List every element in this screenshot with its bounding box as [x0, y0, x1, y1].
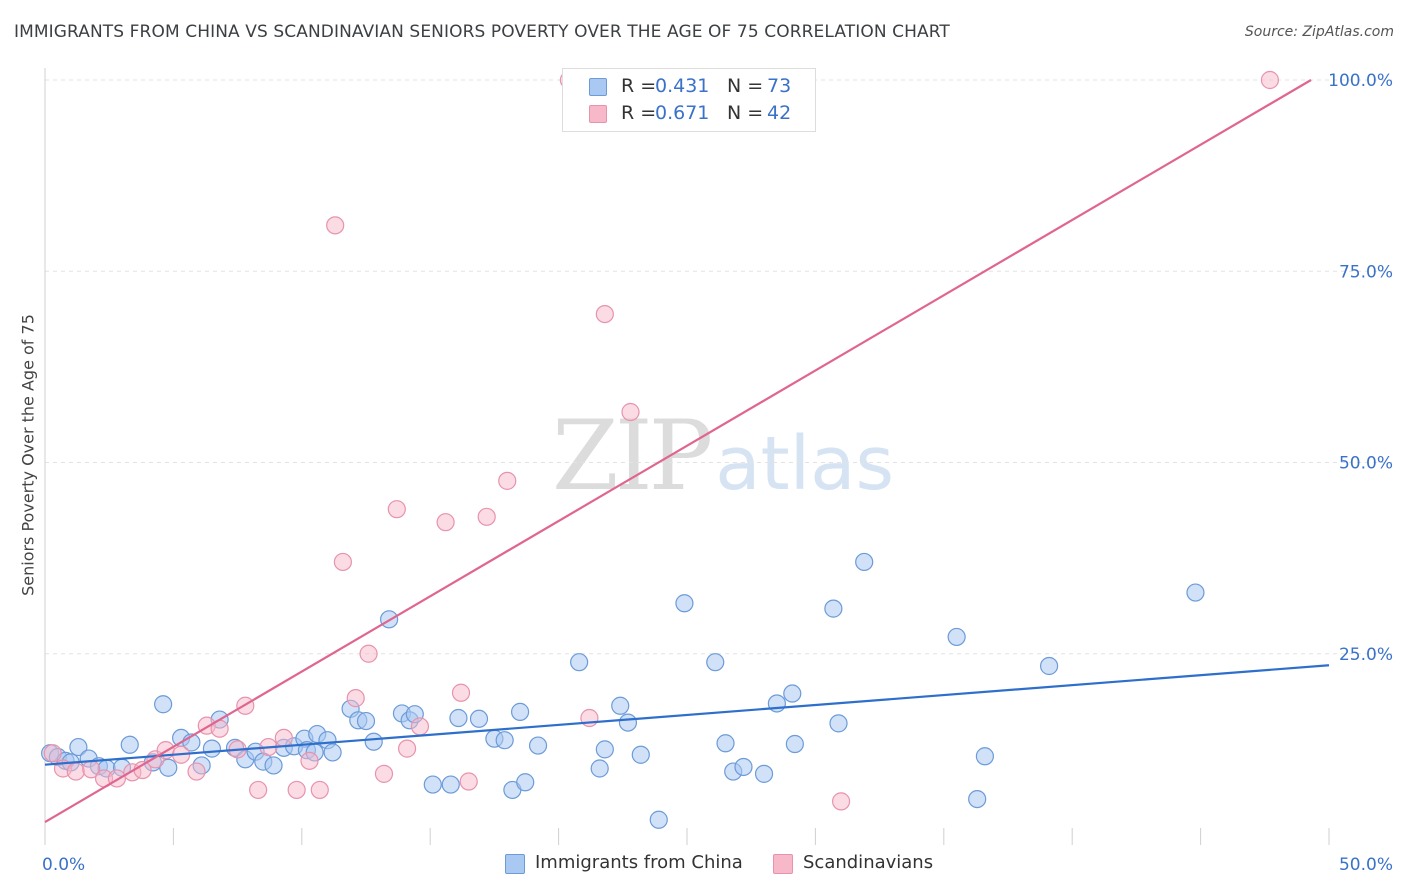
legend-n-value: 73 [767, 75, 792, 97]
point-china [595, 740, 614, 759]
watermark-atlas: atlas [715, 421, 895, 507]
point-china [202, 739, 222, 758]
point-china [649, 810, 668, 829]
series-china-points [41, 552, 1205, 829]
point-scandinavians [43, 744, 62, 763]
point-china [716, 734, 735, 753]
point-china [159, 758, 178, 777]
point-china [449, 708, 468, 728]
point-china [611, 696, 630, 715]
bottom-legend-swatch-china [505, 854, 525, 874]
point-china [570, 653, 589, 672]
legend-swatch-china [589, 78, 607, 96]
point-china [516, 773, 535, 792]
legend-swatch-scandinavians [589, 105, 607, 123]
point-china [855, 552, 874, 572]
bottom-legend-label-scandinavians: Scandinavians [803, 852, 934, 873]
point-scandinavians [831, 792, 851, 811]
point-china [947, 627, 966, 647]
point-scandinavians [410, 717, 430, 736]
point-scandinavians [187, 762, 206, 781]
point-scandinavians [1260, 70, 1280, 90]
trendline-china [44, 664, 1330, 766]
y-axis-label: Seniors Poverty Over the Age of 75 [18, 314, 38, 596]
y-tick-label: 50.0% [1339, 454, 1393, 474]
y-tick-label: 25.0% [1339, 645, 1393, 665]
point-china [1039, 656, 1059, 676]
point-china [264, 756, 283, 775]
point-china [69, 737, 88, 757]
point-china [356, 711, 376, 731]
point-scandinavians [310, 780, 329, 800]
point-china [631, 745, 650, 764]
legend-r-label: R = [621, 102, 657, 124]
point-scandinavians [621, 402, 640, 422]
point-china [120, 735, 139, 754]
point-scandinavians [300, 751, 319, 770]
point-china [510, 702, 530, 721]
point-china [734, 757, 753, 777]
point-china [469, 709, 489, 728]
legend-n-value: 42 [767, 102, 792, 124]
tick-labels: 25.0% 50.0% 75.0% 100.0% 0.0% 50.0% [42, 71, 1393, 875]
point-scandinavians [498, 471, 517, 490]
point-china [1186, 583, 1205, 602]
legend-n-label: N = [727, 102, 764, 124]
source-label: Source: ZipAtlas.com [1244, 24, 1394, 40]
point-china [824, 599, 843, 618]
point-scandinavians [333, 552, 352, 572]
point-scandinavians [595, 304, 614, 324]
grid-lines [45, 79, 1392, 655]
point-china [441, 775, 460, 794]
point-china [783, 684, 802, 703]
stats-legend: R = 0.431 N = 73 R = 0.671 N = 42 [562, 68, 816, 132]
point-china [423, 775, 442, 794]
point-china [618, 713, 638, 732]
x-tick-label-min: 0.0% [42, 855, 85, 875]
legend-r-value: 0.431 [655, 75, 710, 97]
point-scandinavians [387, 500, 406, 519]
point-china [706, 653, 725, 672]
point-china [590, 759, 609, 778]
bottom-legend-swatch-scandinavians [773, 854, 793, 874]
point-china [785, 734, 804, 754]
point-china [154, 695, 173, 714]
point-scandinavians [249, 780, 268, 800]
chart-title: IMMIGRANTS FROM CHINA VS SCANDINAVIAN SE… [14, 22, 950, 42]
point-scandinavians [477, 507, 496, 526]
point-scandinavians [346, 689, 365, 708]
point-china [528, 736, 548, 755]
point-china [968, 789, 987, 809]
point-scandinavians [287, 780, 306, 800]
point-scandinavians [459, 772, 478, 791]
series-scandinavians-points [43, 70, 1280, 811]
point-china [829, 714, 848, 733]
point-scandinavians [274, 728, 293, 748]
trendline-scandinavians [44, 79, 1312, 823]
point-china [495, 731, 514, 750]
point-china [364, 732, 383, 751]
point-china [323, 743, 342, 762]
x-tick-label-max: 50.0% [1339, 855, 1393, 875]
point-scandinavians [326, 216, 345, 235]
bottom-legend-label-china: Immigrants from China [535, 852, 743, 873]
legend-r-value: 0.671 [655, 102, 710, 124]
point-scandinavians [451, 683, 471, 702]
point-scandinavians [374, 764, 394, 783]
axes [44, 68, 1330, 845]
y-tick-label: 100.0% [1328, 71, 1393, 91]
point-scandinavians [66, 762, 85, 781]
point-china [975, 747, 994, 766]
point-china [675, 594, 694, 613]
trend-lines [44, 79, 1330, 823]
point-scandinavians [359, 644, 378, 663]
point-china [754, 764, 774, 783]
legend-n-label: N = [727, 75, 764, 97]
legend-r-label: R = [621, 75, 657, 97]
y-tick-label: 75.0% [1339, 262, 1393, 282]
point-scandinavians [436, 513, 455, 532]
point-scandinavians [397, 739, 417, 758]
